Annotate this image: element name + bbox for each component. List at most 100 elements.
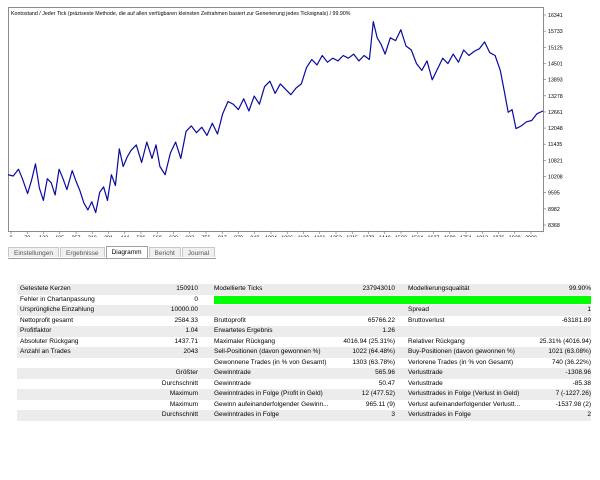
x-tick-label: 568: [153, 236, 162, 238]
report-row-profit-factor: Profitfaktor 1.04 Erwartetes Ergebnis 1.…: [17, 326, 591, 337]
label-verlust-aufeinanderfolgend: Verlust aufeinanderfolgender Verlustt...: [408, 400, 521, 408]
label-groesster-gewinntrade: Gewinntrade: [214, 369, 251, 376]
x-tick-label: 693: [185, 236, 194, 238]
y-tick-label: 8368: [548, 223, 560, 229]
label-getestete-kerzen: Getestete Kerzen: [20, 285, 71, 292]
value-fehler-chartanpassung: 0: [194, 295, 198, 303]
label-durchschnitt: Durchschnitt: [161, 379, 198, 387]
x-tick-label: 1627: [428, 236, 440, 238]
x-tick-label: 444: [120, 236, 129, 238]
x-tick-label: 1066: [281, 236, 293, 238]
y-tick-label: 13893: [548, 78, 563, 84]
value-modellierte-ticks: 237943010: [362, 285, 395, 292]
tab-diagramm[interactable]: Diagramm: [105, 246, 148, 258]
value-verlust-aufeinanderfolgend: -1537.98 (2): [555, 400, 591, 408]
label-erwartetes-ergebnis: Erwartetes Ergebnis: [214, 327, 273, 334]
y-tick-label: 12048: [548, 126, 563, 132]
label-relativer-rueckgang: Relativer Rückgang: [408, 337, 465, 345]
tab-ergebnisse[interactable]: Ergebnisse: [60, 247, 105, 257]
x-tick-label: 1378: [363, 236, 375, 238]
value-getestete-kerzen: 150910: [176, 285, 198, 292]
x-tick-label: 942: [250, 236, 259, 238]
x-tick-label: 195: [55, 236, 64, 238]
report-row-chart-errors: Fehler in Chartanpassung 0: [17, 295, 591, 306]
label-gewinn-aufeinanderfolgend: Gewinn aufeinanderfolgender Gewinn...: [214, 400, 329, 408]
report-row-max-consecutive-money: Maximum Gewinn aufeinanderfolgender Gewi…: [17, 400, 591, 411]
tester-tabs: Einstellungen Ergebnisse Diagramm Berich…: [8, 246, 217, 259]
x-tick-label: 1004: [265, 236, 277, 238]
value-avg-gewinntrades-folge: 3: [391, 411, 395, 418]
report-row-drawdown: Absoluter Rückgang 1437.71 Maximaler Rüc…: [17, 337, 591, 348]
value-erwartetes-ergebnis: 1.26: [382, 327, 395, 334]
x-tick-label: 879: [234, 236, 243, 238]
plot-frame: [8, 7, 544, 232]
x-tick-label: 319: [88, 236, 97, 238]
x-tick-label: 1938: [509, 236, 521, 238]
tab-einstellungen[interactable]: Einstellungen: [8, 247, 60, 257]
value-max-verlusttrades-folge: 7 (-1227.26): [555, 390, 591, 397]
y-tick-label: 8982: [548, 207, 560, 213]
x-tick-label: 1876: [493, 236, 505, 238]
report-row-max-consecutive: Maximum Gewinntrades in Folge (Profit in…: [17, 389, 591, 400]
x-tick-label: 70: [24, 236, 30, 238]
x-tick-label: 1813: [476, 236, 488, 238]
x-tick-label: 1440: [379, 236, 391, 238]
value-buy-positionen: 1021 (63.08%): [548, 348, 591, 355]
label-groesster: Größter: [175, 369, 198, 376]
report-table: Getestete Kerzen 150910 Modellierte Tick…: [17, 284, 591, 421]
value-bruttoprofit: 65766.22: [367, 316, 395, 324]
x-tick-label: 132: [39, 236, 48, 238]
value-relativer-rueckgang: 25.31% (4016.94): [539, 337, 591, 345]
label-nettoprofit: Nettoprofit gesamt: [20, 316, 74, 324]
x-tick-label: 1689: [444, 236, 456, 238]
x-tick-label: 506: [137, 236, 146, 238]
label-spread: Spread: [408, 306, 429, 313]
x-tick-label: 1502: [395, 236, 407, 238]
x-tick-label: 1315: [346, 236, 358, 238]
chart-title: Kontostand / Jeder Tick (präziseste Meth…: [11, 11, 351, 17]
value-avg-verlusttrades-folge: 2: [587, 411, 591, 418]
label-gewonnene-trades: Gewonnene Trades (in % von Gesamt): [214, 358, 327, 366]
x-tick-label: 1253: [330, 236, 342, 238]
x-tick-label: 630: [169, 236, 178, 238]
x-tick-label: 1129: [298, 236, 309, 238]
label-absoluter-rueckgang: Absoluter Rückgang: [20, 337, 79, 345]
tab-journal[interactable]: Journal: [181, 247, 216, 257]
label-maximaler-rueckgang: Maximaler Rückgang: [214, 337, 276, 345]
value-absoluter-rueckgang: 1437.71: [174, 337, 199, 345]
value-groesster-gewinntrade: 565.96: [375, 369, 395, 376]
balance-chart: Kontostand / Jeder Tick (präziseste Meth…: [8, 7, 568, 237]
label-durchschnitt-gewinntrade: Gewinntrade: [214, 379, 251, 387]
y-tick-label: 9595: [548, 191, 560, 197]
label-fehler-chartanpassung: Fehler in Chartanpassung: [20, 295, 95, 303]
report-row-net-profit: Nettoprofit gesamt 2584.33 Bruttoprofit …: [17, 316, 591, 327]
y-tick-label: 13278: [548, 94, 563, 100]
value-gewinn-aufeinanderfolgend: 965.11 (9): [365, 400, 395, 408]
x-tick-label: 1751: [460, 236, 472, 238]
value-sell-positionen: 1022 (64.48%): [352, 348, 395, 355]
report-row-candles: Getestete Kerzen 150910 Modellierte Tick…: [17, 284, 591, 295]
value-nettoprofit: 2584.33: [174, 316, 199, 324]
label-modellierungsqualitaet: Modellierungsqualität: [408, 285, 470, 292]
report-row-won-lost: Gewonnene Trades (in % von Gesamt) 1303 …: [17, 358, 591, 369]
x-tick-label: 1191: [314, 236, 325, 238]
label-durchschnitt-2: Durchschnitt: [161, 411, 198, 418]
label-sell-positionen: Sell-Positionen (davon gewonnen %): [214, 348, 321, 355]
report-row-avg-consecutive: Durchschnitt Gewinntrades in Folge 3 Ver…: [17, 410, 591, 421]
x-tick-label: 817: [218, 236, 227, 238]
y-tick-label: 10821: [548, 158, 563, 164]
value-profitfaktor: 1.04: [185, 327, 198, 334]
value-groesster-verlusttrade: -1308.96: [565, 369, 591, 376]
label-avg-gewinntrades-folge: Gewinntrades in Folge: [214, 411, 280, 418]
report-row-largest: Größter Gewinntrade 565.96 Verlusttrade …: [17, 368, 591, 379]
label-urspruengliche-einzahlung: Ursprüngliche Einzahlung: [20, 306, 95, 313]
report-row-trades: Anzahl an Trades 2043 Sell-Positionen (d…: [17, 347, 591, 358]
y-tick-label: 15733: [548, 29, 563, 35]
report-row-deposit: Ursprüngliche Einzahlung 10000.00 Spread…: [17, 305, 591, 316]
value-bruttoverlust: -63181.89: [561, 316, 591, 324]
label-modellierte-ticks: Modellierte Ticks: [214, 285, 263, 292]
x-tick-label: 1564: [411, 236, 423, 238]
y-tick-label: 14501: [548, 61, 563, 67]
tab-bericht[interactable]: Bericht: [148, 247, 181, 257]
value-maximaler-rueckgang: 4016.94 (25.31%): [343, 337, 395, 345]
